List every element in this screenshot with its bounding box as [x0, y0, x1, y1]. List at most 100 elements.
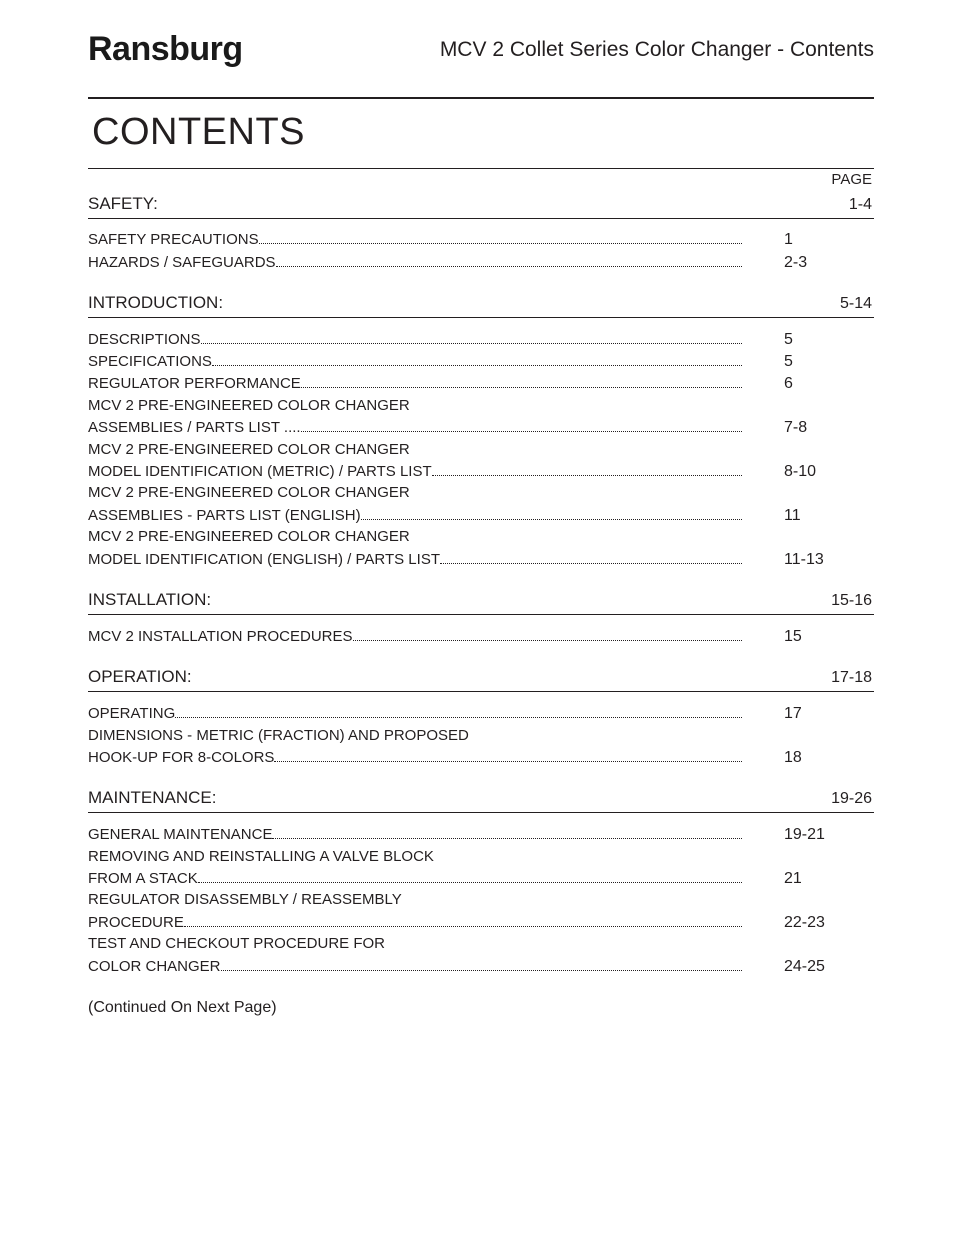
toc-section: OPERATION:17-18 OPERATING 17 DIMENSIONS - M…	[88, 663, 874, 784]
toc-section-header: OPERATION:17-18	[88, 663, 874, 692]
toc-section: INSTALLATION: 15-16 MCV 2 INSTALLATION PRO…	[88, 586, 874, 663]
toc-entry-text-wrap: HAZARDS / SAFEGUARDS	[88, 251, 744, 273]
toc-entry-text: HOOK-UP FOR 8-COLORS	[88, 747, 274, 769]
toc-entry-line: FROM A STACK21	[88, 867, 874, 889]
toc-entry-text: SAFETY PRECAUTIONS	[88, 229, 259, 251]
toc-entries: GENERAL MAINTENANCE19-21REMOVING AND REI…	[88, 813, 874, 993]
page: Ransburg MCV 2 Collet Series Color Chang…	[0, 0, 954, 1235]
toc-entry-text-wrap: SPECIFICATIONS	[88, 350, 744, 372]
toc-section-header: INTRODUCTION: 5-14	[88, 289, 874, 318]
toc-section-page-range: 5-14	[840, 295, 872, 313]
toc-entry-line: REMOVING AND REINSTALLING A VALVE BLOCK	[88, 846, 874, 868]
toc-entry-text: HAZARDS / SAFEGUARDS	[88, 252, 276, 274]
continued-note: (Continued On Next Page)	[88, 999, 874, 1017]
toc-entry-text: MCV 2 PRE-ENGINEERED COLOR CHANGER	[88, 439, 410, 461]
toc-entry-text: REMOVING AND REINSTALLING A VALVE BLOCK	[88, 846, 434, 868]
toc-entry-text-wrap: PROCEDURE	[88, 911, 744, 933]
toc-section: MAINTENANCE: 19-26 GENERAL MAINTENANCE19-2…	[88, 784, 874, 993]
toc-entry-line: COLOR CHANGER24-25	[88, 955, 874, 977]
toc-entry-text: DIMENSIONS - METRIC (FRACTION) AND PROPO…	[88, 725, 469, 747]
toc-entry-text: REGULATOR DISASSEMBLY / REASSEMBLY	[88, 889, 402, 911]
toc-entry-text-wrap: HOOK-UP FOR 8-COLORS	[88, 746, 744, 768]
toc-entry-line: MCV 2 PRE-ENGINEERED COLOR CHANGER	[88, 526, 874, 548]
toc-entry-text-wrap: SAFETY PRECAUTIONS	[88, 229, 744, 251]
toc-entry-text-wrap: MCV 2 PRE-ENGINEERED COLOR CHANGER	[88, 526, 744, 548]
toc-leader-dots	[212, 350, 742, 365]
toc-entry-text-wrap: ASSEMBLIES - PARTS LIST (ENGLISH)	[88, 504, 744, 526]
toc-entries: OPERATING 17 DIMENSIONS - METRIC (FRACTION…	[88, 692, 874, 784]
toc-entry-line: SPECIFICATIONS 5	[88, 350, 874, 372]
toc-section-page-range: 1-4	[849, 196, 872, 214]
toc-section-title: INSTALLATION:	[88, 590, 211, 610]
toc-entry-line: HOOK-UP FOR 8-COLORS 18	[88, 746, 874, 768]
toc-entry-page	[744, 891, 874, 909]
toc-entry-page: 22-23	[744, 914, 874, 932]
toc-entry-page	[744, 397, 874, 415]
toc-entry-line: DIMENSIONS - METRIC (FRACTION) AND PROPO…	[88, 725, 874, 747]
toc-entry-page: 18	[744, 749, 874, 767]
toc-leader-dots	[201, 328, 742, 343]
toc-entry-text: TEST AND CHECKOUT PROCEDURE FOR	[88, 933, 385, 955]
toc-entry-page: 11	[744, 507, 874, 525]
toc-entry-page: 2-3	[744, 254, 874, 272]
divider-top	[88, 97, 874, 99]
toc-entry-line: MODEL IDENTIFICATION (METRIC) / PARTS LI…	[88, 460, 874, 482]
toc-entry-text-wrap: REGULATOR PERFORMANCE	[88, 373, 744, 395]
toc-section-page-range: 19-26	[831, 790, 872, 808]
toc-entry-line: PROCEDURE 22-23	[88, 911, 874, 933]
toc-entry-text: MODEL IDENTIFICATION (ENGLISH) / PARTS L…	[88, 549, 440, 571]
toc-leader-dots	[301, 373, 742, 388]
toc-entry-text: OPERATING	[88, 703, 175, 725]
toc-entry-page	[744, 441, 874, 459]
toc-leader-dots	[440, 548, 742, 563]
toc-entry-text-wrap: MODEL IDENTIFICATION (METRIC) / PARTS LI…	[88, 460, 744, 482]
toc-entry-text: REGULATOR PERFORMANCE	[88, 373, 301, 395]
toc-entry-page	[744, 484, 874, 502]
toc-entry-line: ASSEMBLIES - PARTS LIST (ENGLISH) 11	[88, 504, 874, 526]
document-title: MCV 2 Collet Series Color Changer - Cont…	[440, 28, 874, 62]
toc-entry-line: GENERAL MAINTENANCE19-21	[88, 823, 874, 845]
toc-entry-page: 5	[744, 353, 874, 371]
toc-section: INTRODUCTION:5-14DESCRIPTIONS5SPECIFICAT…	[88, 289, 874, 586]
toc-section: SAFETY:1-4 SAFETY PRECAUTIONS 1 HAZARDS / S…	[88, 190, 874, 289]
toc-leader-dots	[274, 746, 742, 761]
toc-entry-text: MODEL IDENTIFICATION (METRIC) / PARTS LI…	[88, 461, 432, 483]
brand-logo: Ransburg	[88, 28, 243, 69]
toc-leader-dots	[198, 867, 742, 882]
toc-entry-line: REGULATOR PERFORMANCE 6	[88, 373, 874, 395]
toc-section-header: SAFETY:1-4	[88, 190, 874, 219]
toc-section-title: MAINTENANCE:	[88, 788, 216, 808]
toc-section-header: INSTALLATION: 15-16	[88, 586, 874, 615]
toc-leader-dots	[301, 416, 742, 431]
toc-entry-text: GENERAL MAINTENANCE	[88, 824, 272, 846]
toc-section-title: INTRODUCTION:	[88, 293, 223, 313]
toc-entry-text-wrap: DIMENSIONS - METRIC (FRACTION) AND PROPO…	[88, 725, 744, 747]
toc-entry-page: 15	[744, 628, 874, 646]
toc-section-page-range: 15-16	[831, 592, 872, 610]
toc-entry-text: ASSEMBLIES - PARTS LIST (ENGLISH)	[88, 505, 361, 527]
toc-entry-text-wrap: FROM A STACK	[88, 867, 744, 889]
toc-entry-text-wrap: MCV 2 PRE-ENGINEERED COLOR CHANGER	[88, 482, 744, 504]
toc-leader-dots	[221, 955, 742, 970]
toc-entry-page: 24-25	[744, 958, 874, 976]
toc-entry-text: ASSEMBLIES / PARTS LIST ....	[88, 417, 301, 439]
toc-entry-page: 6	[744, 375, 874, 393]
page-column-label: PAGE	[831, 171, 872, 188]
toc-entry-text-wrap: ASSEMBLIES / PARTS LIST ....	[88, 416, 744, 438]
toc-entry-line: REGULATOR DISASSEMBLY / REASSEMBLY	[88, 889, 874, 911]
toc-entry-page: 17	[744, 705, 874, 723]
toc-entry-text: PROCEDURE	[88, 912, 184, 934]
toc-leader-dots	[361, 504, 742, 519]
toc-entry-line: MCV 2 INSTALLATION PROCEDURES15	[88, 625, 874, 647]
toc-entry-line: TEST AND CHECKOUT PROCEDURE FOR	[88, 933, 874, 955]
toc-entry-text: SPECIFICATIONS	[88, 351, 212, 373]
toc-leader-dots	[272, 823, 742, 838]
toc-section-title: OPERATION:	[88, 667, 192, 687]
toc-entry-page	[744, 727, 874, 745]
toc-entry-text-wrap: MCV 2 INSTALLATION PROCEDURES	[88, 625, 744, 647]
toc-entry-text-wrap: REGULATOR DISASSEMBLY / REASSEMBLY	[88, 889, 744, 911]
toc-section-header: MAINTENANCE: 19-26	[88, 784, 874, 813]
toc-entry-text-wrap: MODEL IDENTIFICATION (ENGLISH) / PARTS L…	[88, 548, 744, 570]
toc-entry-text-wrap: GENERAL MAINTENANCE	[88, 823, 744, 845]
toc-entry-page: 1	[744, 231, 874, 249]
